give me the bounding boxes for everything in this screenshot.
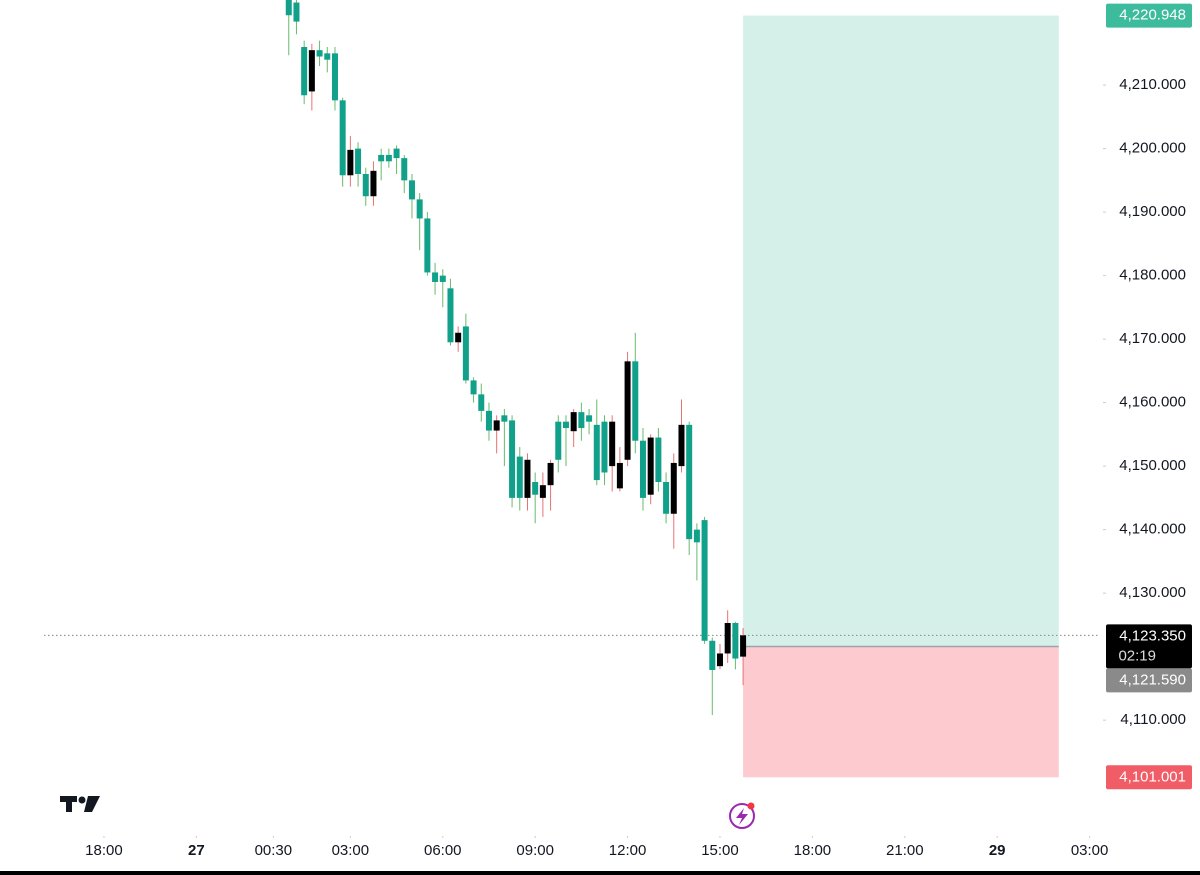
x-tick-label: 03:00 — [1071, 842, 1109, 859]
x-tick-label: 27 — [188, 842, 205, 859]
candle-body — [609, 421, 616, 467]
candle-body — [732, 622, 739, 659]
candle-body — [378, 154, 385, 162]
candle-body — [562, 421, 569, 429]
candle-body — [385, 154, 392, 162]
candle-body — [470, 380, 477, 395]
price-tag-label: 4,123.350 — [1119, 627, 1186, 644]
y-tick-label: 4,180.000 — [1119, 267, 1186, 284]
candle-body — [539, 485, 546, 498]
candle-body — [547, 462, 554, 486]
candle-body — [293, 2, 300, 22]
candle-body — [601, 421, 608, 473]
candle-body — [401, 158, 408, 181]
x-tick-label: 09:00 — [516, 842, 554, 859]
candle-body — [647, 437, 654, 495]
candle-body — [709, 640, 716, 670]
candle-body — [485, 410, 492, 431]
x-tick-label: 06:00 — [424, 842, 462, 859]
candle-body — [701, 520, 708, 641]
candle-body — [370, 170, 377, 197]
candle-body — [632, 361, 639, 441]
candle-body — [331, 53, 338, 101]
candle-body — [639, 440, 646, 498]
candle-body — [408, 180, 415, 200]
candle-body — [586, 415, 593, 422]
candle-body — [447, 288, 454, 343]
candle-body — [509, 420, 516, 498]
y-tick-label: 4,160.000 — [1119, 394, 1186, 411]
candle-body — [493, 420, 500, 431]
price-tag-label: 4,121.590 — [1119, 671, 1186, 688]
y-tick-label: 4,110.000 — [1120, 711, 1186, 728]
candle-body — [555, 421, 562, 460]
candle-body — [393, 148, 400, 159]
candle-body — [616, 462, 623, 489]
price-tag-label: 4,101.001 — [1119, 768, 1186, 785]
bottom-bar — [0, 871, 1200, 875]
candle-body — [362, 174, 369, 197]
candle-body — [578, 412, 585, 429]
candle-body — [416, 199, 423, 219]
candle-body — [570, 412, 577, 432]
x-tick-label: 21:00 — [886, 842, 924, 859]
y-tick-label: 4,210.000 — [1119, 76, 1186, 93]
price-tag — [1106, 3, 1192, 28]
price-tag — [1106, 765, 1192, 790]
candle-body — [432, 272, 439, 282]
y-tick-label: 4,150.000 — [1119, 457, 1186, 474]
candle-body — [663, 482, 670, 514]
x-tick-label: 12:00 — [609, 842, 647, 859]
candle-body — [532, 482, 539, 495]
x-tick-label: 00:30 — [255, 842, 293, 859]
y-tick-label: 4,130.000 — [1119, 584, 1186, 601]
candle-body — [593, 424, 600, 481]
price-tag — [1106, 668, 1192, 693]
candle-body — [424, 218, 431, 273]
loss-zone — [743, 646, 1059, 778]
candle-body — [740, 635, 747, 657]
candle-body — [678, 424, 685, 467]
plot: 4,110.000 4,130.000 4,140.000 4,150.000 4,16… — [44, 0, 1192, 859]
candle-body — [478, 394, 485, 411]
candle-body — [716, 653, 723, 667]
candle-body — [686, 424, 693, 540]
countdown: 02:19 — [1118, 647, 1156, 664]
x-tick-label: 29 — [989, 842, 1006, 859]
candle-body — [301, 46, 308, 96]
candle-body — [462, 326, 469, 381]
candle-body — [624, 361, 631, 460]
price-tag-label: 4,220.948 — [1119, 7, 1186, 24]
candle-body — [339, 100, 346, 176]
x-tick-label: 18:00 — [794, 842, 832, 859]
candle-body — [347, 149, 354, 176]
candle-body — [655, 437, 662, 483]
candle-body — [516, 456, 523, 498]
y-tick-label: 4,140.000 — [1119, 521, 1186, 538]
candle-body — [355, 148, 362, 175]
logo — [60, 796, 100, 812]
candle-body — [724, 622, 731, 654]
profit-zone — [743, 15, 1059, 647]
x-tick-label: 18:00 — [85, 842, 123, 859]
candle-body — [324, 53, 331, 60]
y-tick-label: 4,190.000 — [1119, 203, 1186, 220]
candle-body — [439, 275, 446, 282]
lightning-icon[interactable] — [729, 802, 755, 829]
candle-body — [285, 0, 292, 16]
x-tick-label: 15:00 — [701, 842, 739, 859]
candle-body — [316, 50, 323, 57]
candle-body — [524, 459, 531, 498]
candle-body — [308, 50, 315, 92]
candle-body — [501, 415, 508, 422]
y-tick-label: 4,200.000 — [1119, 140, 1186, 157]
y-tick-label: 4,170.000 — [1119, 330, 1186, 347]
x-tick-label: 03:00 — [332, 842, 370, 859]
candle-body — [670, 462, 677, 514]
price-tag — [1106, 624, 1192, 669]
candle-body — [693, 529, 700, 543]
candle-body — [455, 332, 462, 343]
